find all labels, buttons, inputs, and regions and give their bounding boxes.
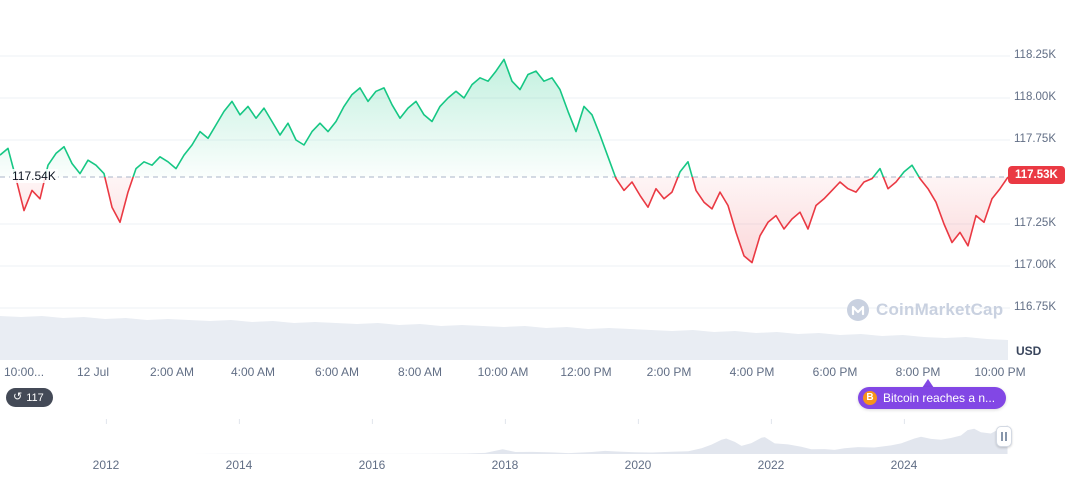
x-axis-label: 10:00 AM: [477, 365, 529, 379]
year-label: 2016: [358, 458, 386, 472]
watermark-text: CoinMarketCap: [876, 300, 1004, 319]
x-axis-label: 12 Jul: [76, 365, 110, 379]
y-axis-label: 117.00K: [1014, 259, 1056, 271]
x-axis-label: 2:00 AM: [149, 365, 195, 379]
drag-grip-icon: [1001, 432, 1007, 441]
price-chart[interactable]: [0, 0, 1010, 360]
current-price-badge: 117.53K: [1008, 165, 1065, 184]
history-count-badge[interactable]: ↺ 117: [6, 388, 53, 407]
price-area-down: [0, 176, 1008, 263]
year-label: 2022: [757, 458, 785, 472]
date-range-brush[interactable]: [0, 419, 1072, 455]
volume-area: [0, 316, 1008, 360]
prev-close-label: 117.54K: [10, 168, 58, 183]
y-axis-label: 118.25K: [1014, 49, 1056, 61]
price-area-up: [0, 59, 920, 177]
x-axis-label: 10:00 PM: [974, 365, 1026, 379]
x-axis-label: 6:00 AM: [314, 365, 360, 379]
x-axis-label: 4:00 AM: [230, 365, 276, 379]
price-line-up: [0, 58, 1008, 177]
year-ticks: [105, 419, 905, 424]
x-axis-label: 6:00 PM: [812, 365, 858, 379]
news-annotation-badge[interactable]: B Bitcoin reaches a n...: [858, 387, 1007, 409]
coinmarketcap-watermark: CoinMarketCap: [846, 298, 1003, 322]
y-axis-label: 117.75K: [1014, 133, 1056, 145]
year-label: 2014: [225, 458, 253, 472]
x-axis-label: 4:00 PM: [729, 365, 775, 379]
y-axis-label: 118.00K: [1014, 91, 1056, 103]
y-axis-label: 116.75K: [1014, 301, 1056, 313]
x-axis-label: 12:00 PM: [560, 365, 612, 379]
year-label: 2024: [890, 458, 918, 472]
news-badge-pointer: [922, 379, 934, 388]
coinmarketcap-logo-icon: [847, 299, 869, 321]
bitcoin-icon: B: [863, 391, 877, 405]
history-icon: ↺: [13, 391, 23, 403]
x-axis-label: 8:00 AM: [397, 365, 443, 379]
brush-handle[interactable]: [996, 426, 1012, 447]
y-axis-label: 117.25K: [1014, 217, 1056, 229]
year-label: 2018: [491, 458, 519, 472]
brush-chart[interactable]: [0, 419, 1072, 455]
x-axis-label: 8:00 PM: [895, 365, 941, 379]
x-axis-label: 10:00...: [4, 365, 45, 379]
usd-label: USD: [1016, 344, 1042, 358]
price-line-down: [14, 176, 1009, 264]
year-label: 2020: [624, 458, 652, 472]
news-badge-text: Bitcoin reaches a n...: [883, 391, 996, 405]
history-count: 117: [26, 391, 44, 404]
x-axis-label: 2:00 PM: [646, 365, 692, 379]
overview-area: [6, 425, 1008, 454]
year-label: 2012: [92, 458, 120, 472]
x-axis: 10:00... 12 Jul 2:00 AM 4:00 AM 6:00 AM 8:00 …: [0, 365, 1026, 381]
